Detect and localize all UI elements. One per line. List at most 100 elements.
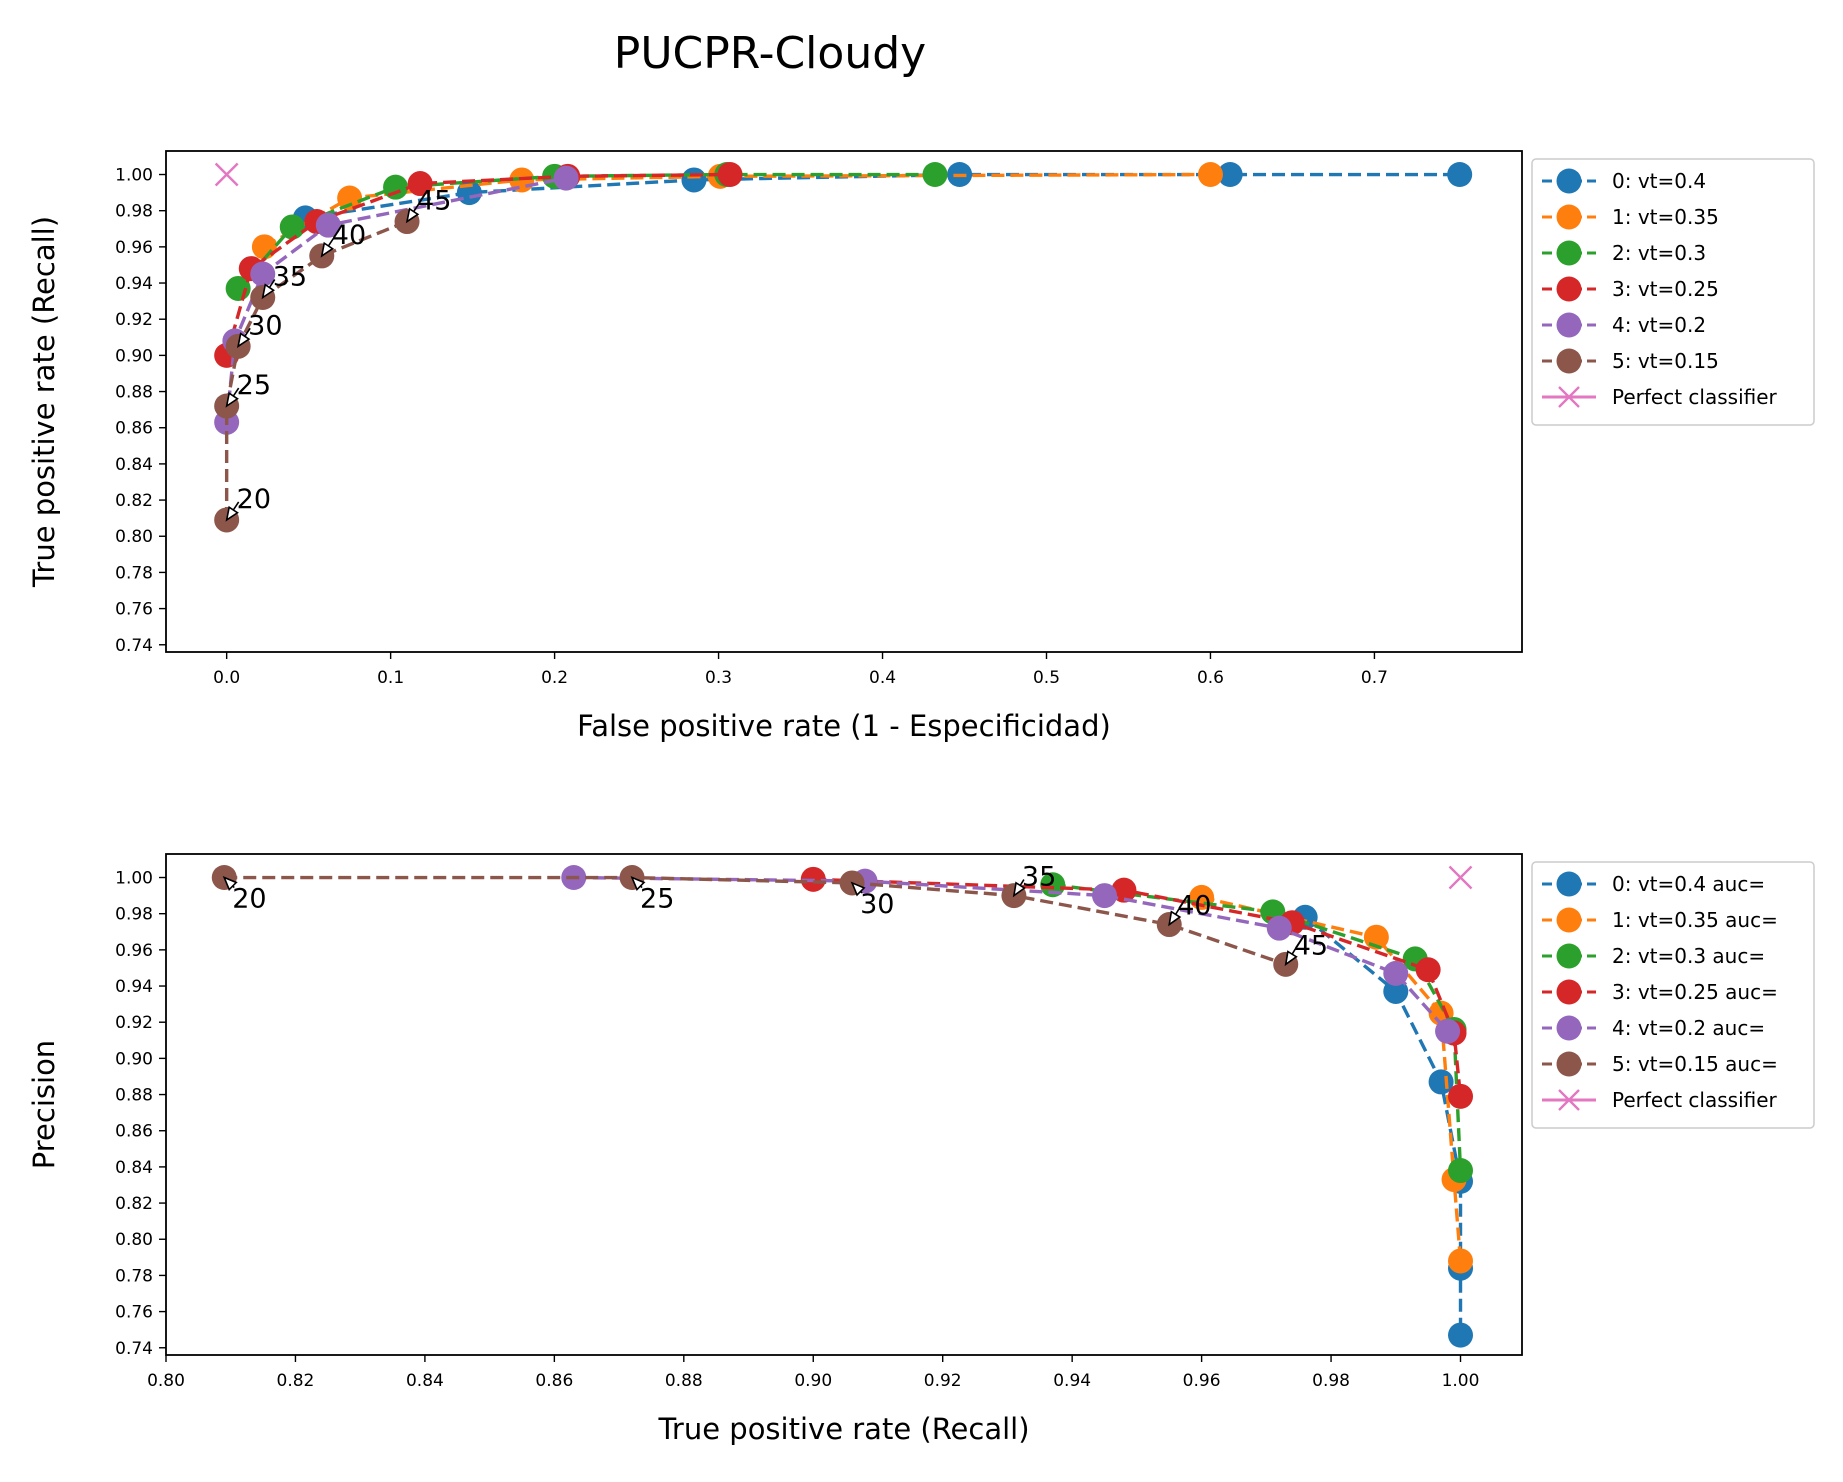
x-tick-label: 0.6 [1197,668,1224,688]
y-tick-label: 0.88 [115,1086,153,1106]
y-tick-label: 0.98 [115,202,153,222]
threshold-annotation: 20 [225,484,271,522]
legend-entry: 3: vt=0.25 auc= [1542,979,1778,1005]
legend-entry: 2: vt=0.3 auc= [1542,943,1765,969]
y-tick-label: 0.96 [115,941,153,961]
x-tick-label: 0.86 [535,1371,573,1391]
data-point-series-2 [1448,1158,1474,1184]
legend-label: 3: vt=0.25 [1612,277,1719,301]
legend-label: 4: vt=0.2 [1612,313,1706,337]
x-tick-label: 0.82 [277,1371,315,1391]
y-tick-label: 0.74 [115,1339,153,1359]
legend-label: 5: vt=0.15 auc= [1612,1052,1778,1076]
y-tick-label: 0.80 [115,1230,153,1250]
series-line-4 [224,176,567,423]
x-axis-label: False positive rate (1 - Especificidad) [577,709,1111,743]
legend-entry: 0: vt=0.4 [1542,168,1706,194]
threshold-annotation: 30 [236,310,283,349]
data-point-series-1 [251,234,277,260]
y-tick-label: 0.78 [115,1266,153,1286]
legend-entry: 4: vt=0.2 auc= [1542,1015,1765,1041]
threshold-annotation: 45 [405,186,451,224]
plot-area [211,865,1474,1348]
data-point-series-0 [681,167,707,193]
data-point-series-4 [1266,915,1292,941]
annotation-label: 35 [273,262,307,293]
series-line-4 [573,875,1449,1033]
annotation-label: 40 [332,220,366,251]
y-tick-label: 0.78 [115,563,153,583]
perfect-classifier-marker [1448,865,1473,890]
data-point-series-0 [1447,162,1473,188]
x-tick-label: 0.5 [1033,668,1060,688]
data-point-series-4 [250,261,276,287]
annotation-label: 30 [860,889,894,920]
series-line-3 [813,877,1463,1097]
threshold-annotation: 35 [1012,862,1056,898]
y-tick-label: 0.94 [115,274,153,294]
data-point-series-2 [279,214,305,240]
data-point-series-2 [1040,872,1066,898]
data-point-series-1 [337,185,363,211]
y-tick-label: 0.96 [115,238,153,258]
data-point-series-4 [553,165,579,191]
y-tick-label: 1.00 [115,166,153,186]
legend-label: 2: vt=0.3 [1612,241,1706,265]
legend-label: 0: vt=0.4 [1612,169,1706,193]
x-axis-label: True positive rate (Recall) [657,1412,1029,1446]
series-line-5 [224,875,1287,966]
x-tick-label: 0.3 [705,668,732,688]
annotation-label: 45 [1294,930,1328,961]
threshold-annotation: 20 [222,876,267,915]
data-point-series-2 [383,174,409,200]
x-tick-label: 0.88 [665,1371,703,1391]
legend-entry: 0: vt=0.4 auc= [1542,871,1765,897]
data-point-series-3 [1415,957,1441,983]
data-point-series-4 [1435,1018,1461,1044]
threshold-annotation: 25 [225,370,271,408]
legend-label: 5: vt=0.15 [1612,349,1719,373]
x-tick-label: 0.7 [1361,668,1388,688]
legend-label: 1: vt=0.35 [1612,205,1719,229]
legend-label: 0: vt=0.4 auc= [1612,872,1765,896]
data-point-series-3 [717,162,743,188]
annotation-label: 40 [1177,891,1211,922]
figure-title: PUCPR-Cloudy [614,28,926,79]
legend-label: 2: vt=0.3 auc= [1612,944,1765,968]
roc-panel: 0.0 0.1 0.2 0.3 0.4 0.5 0.6 0.7 0.74 0.76 0.78 0.80… [27,150,1815,743]
y-tick-label: 0.98 [115,905,153,925]
series-line-2 [1052,883,1463,1171]
legend-entry: 1: vt=0.35 [1542,204,1719,230]
y-tick-label: 0.92 [115,310,153,330]
threshold-annotation: 40 [1168,891,1212,927]
x-tick-label: 1.00 [1442,1371,1480,1391]
x-tick-label: 0.92 [924,1371,962,1391]
legend: 0: vt=0.4 auc= 1: vt=0.35 auc= 2: vt=0.3 a… [1531,861,1815,1129]
y-tick-label: 0.94 [115,977,153,997]
plot-area [214,162,1473,533]
y-tick-label: 0.86 [115,1122,153,1142]
y-tick-label: 0.80 [115,527,153,547]
annotation-label: 25 [640,884,674,915]
series-line-0 [1304,915,1463,1336]
y-tick-label: 0.76 [115,600,153,620]
x-tick-label: 0.96 [1183,1371,1221,1391]
data-point-series-0 [1448,1322,1474,1348]
legend-entry: 3: vt=0.25 [1542,276,1719,302]
legend-entry: 5: vt=0.15 auc= [1542,1051,1778,1077]
data-point-series-3 [1448,1083,1474,1109]
x-tick-label: 0.0 [213,668,240,688]
y-tick-label: 0.86 [115,419,153,439]
axes-frame [165,150,1523,653]
threshold-annotation: 25 [630,876,674,915]
x-tick-label: 0.2 [541,668,568,688]
legend-label: Perfect classifier [1612,385,1778,409]
y-tick-label: 0.90 [115,1049,153,1069]
data-point-series-3 [407,171,433,197]
data-point-series-1 [1197,162,1223,188]
x-tick-label: 0.4 [869,668,896,688]
legend-entry: 4: vt=0.2 [1542,312,1706,338]
y-axis-label: True positive rate (Recall) [27,216,61,588]
legend-entry: 1: vt=0.35 auc= [1542,907,1778,933]
